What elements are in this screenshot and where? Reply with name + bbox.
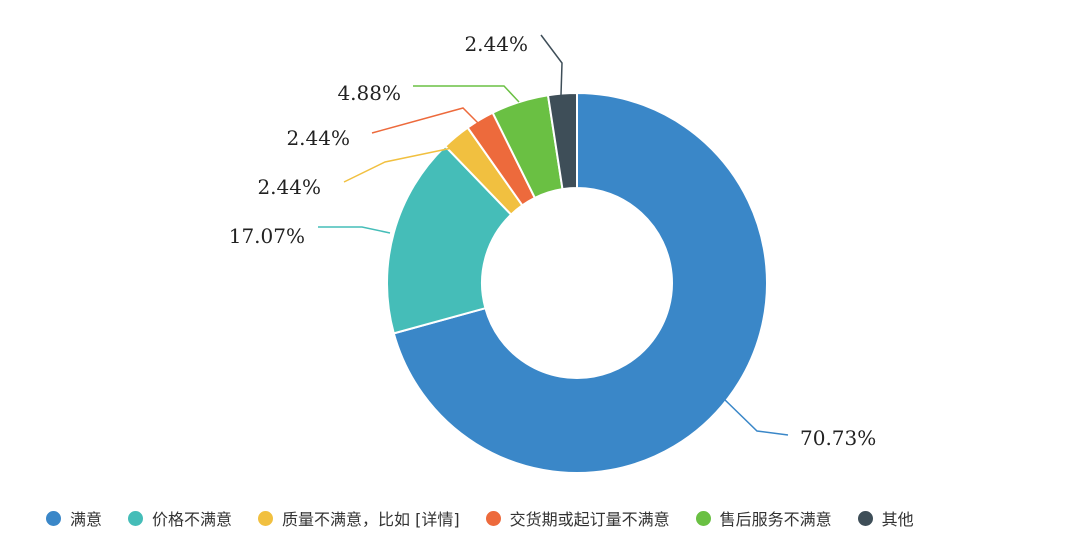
slice-percent-label: 2.44% (286, 126, 350, 150)
legend-label: 其他 (881, 510, 914, 529)
legend-label: 满意 (70, 510, 103, 529)
label-leader-line (413, 85, 520, 103)
legend-item[interactable]: 售后服务不满意 (695, 506, 832, 530)
label-leader-line (343, 147, 453, 183)
donut-slice[interactable] (546, 91, 578, 191)
legend-item[interactable]: 交货期或起订量不满意 (485, 506, 670, 530)
donut-slice[interactable] (392, 91, 768, 474)
legend-item[interactable]: 满意 (46, 506, 102, 530)
legend-marker-icon (46, 510, 61, 526)
legend-marker-icon (258, 510, 274, 526)
label-leader-line (722, 397, 789, 436)
label-leader-line (371, 107, 479, 134)
label-leader-line (318, 226, 391, 234)
legend-marker-icon (485, 510, 501, 526)
slice-percent-label: 70.73% (800, 426, 876, 450)
legend-label: 交货期或起订量不满意 (509, 510, 670, 529)
slice-percent-label: 2.44% (257, 175, 321, 199)
slice-percent-label: 17.07% (229, 224, 305, 248)
slice-percent-label: 4.88% (337, 81, 401, 105)
slice-percent-label: 2.44% (464, 32, 528, 56)
legend-item[interactable]: 价格不满意 (128, 506, 232, 530)
legend-label: 售后服务不满意 (719, 510, 832, 529)
legend-label: 质量不满意，比如 [详情] (282, 510, 460, 529)
legend-marker-icon (695, 510, 711, 526)
legend-label: 价格不满意 (152, 510, 233, 529)
legend-item[interactable]: 其他 (857, 506, 914, 530)
legend-marker-icon (857, 510, 873, 526)
legend-marker-icon (128, 510, 144, 526)
chart-legend: 满意 价格不满意 质量不满意，比如 [详情] 交货期或起订量不满意 售后服务不满… (46, 500, 1056, 536)
label-leader-line (540, 34, 563, 96)
legend-item[interactable]: 质量不满意，比如 [详情] (258, 506, 460, 530)
